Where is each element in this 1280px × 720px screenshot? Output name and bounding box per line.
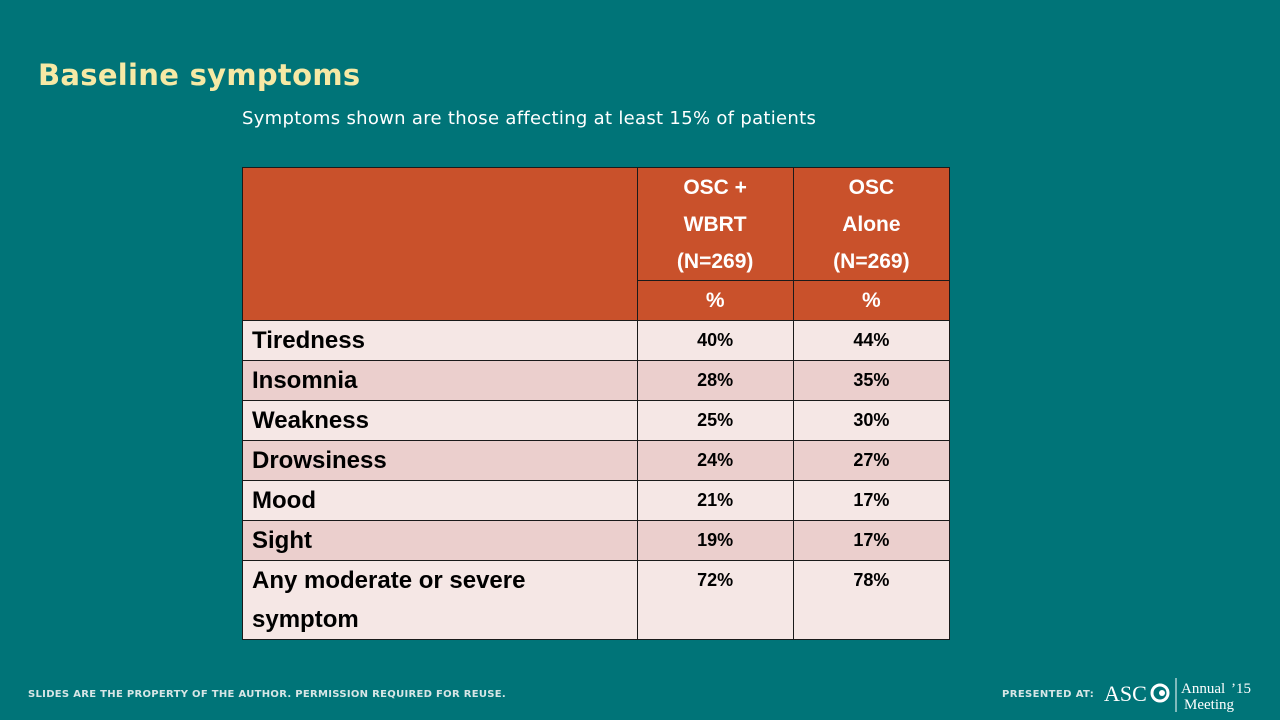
- cell-osc-wbrt: 24%: [636, 440, 794, 481]
- row-label: Insomnia: [242, 360, 638, 401]
- unit-header: %: [636, 280, 794, 321]
- table-row: Any moderate or severe symptom 72% 78%: [242, 560, 951, 640]
- cell-osc-wbrt: 25%: [636, 400, 794, 441]
- cell-osc-alone: 78%: [792, 560, 951, 640]
- column-header-line: OSC: [848, 175, 895, 199]
- cell-osc-alone: 35%: [792, 360, 951, 401]
- unit-header: %: [792, 280, 951, 321]
- column-header-line: Alone: [842, 212, 901, 236]
- asco-annual-meeting-logo: ASC Annual ’15 Meeting: [1104, 678, 1251, 713]
- row-label-line: symptom: [252, 606, 359, 633]
- footer-copyright: SLIDES ARE THE PROPERTY OF THE AUTHOR. P…: [28, 689, 507, 700]
- column-header-line: (N=269): [833, 249, 910, 273]
- row-label: Mood: [242, 480, 638, 521]
- svg-text:ASC: ASC: [1104, 681, 1147, 706]
- column-header-osc-wbrt: OSC + WBRT (N=269): [636, 167, 794, 281]
- row-label: Sight: [242, 520, 638, 561]
- table-header-row: OSC + WBRT (N=269) OSC Alone (N=269): [242, 167, 951, 321]
- table-row: Insomnia 28% 35%: [242, 360, 951, 401]
- cell-osc-alone: 17%: [792, 480, 951, 521]
- row-label: Any moderate or severe symptom: [242, 560, 638, 640]
- table-row: Mood 21% 17%: [242, 480, 951, 521]
- cell-osc-alone: 17%: [792, 520, 951, 561]
- column-header-osc-alone: OSC Alone (N=269): [792, 167, 951, 281]
- cell-osc-wbrt: 40%: [636, 320, 794, 361]
- slide-subtitle: Symptoms shown are those affecting at le…: [242, 108, 817, 129]
- row-label: Tiredness: [242, 320, 638, 361]
- column-header-line: WBRT: [683, 212, 747, 236]
- column-header-line: OSC +: [683, 175, 747, 199]
- cell-osc-alone: 44%: [792, 320, 951, 361]
- table-row: Tiredness 40% 44%: [242, 320, 951, 361]
- table-header-corner: [242, 167, 638, 321]
- cell-osc-wbrt: 28%: [636, 360, 794, 401]
- slide-title: Baseline symptoms: [38, 58, 361, 92]
- row-label: Weakness: [242, 400, 638, 441]
- table-row: Weakness 25% 30%: [242, 400, 951, 441]
- cell-osc-alone: 30%: [792, 400, 951, 441]
- svg-text:Annual: Annual: [1181, 681, 1225, 697]
- cell-osc-wbrt: 72%: [636, 560, 794, 640]
- table-units-row: % %: [243, 280, 951, 321]
- cell-osc-alone: 27%: [792, 440, 951, 481]
- column-header-line: (N=269): [676, 249, 754, 273]
- cell-osc-wbrt: 19%: [636, 520, 794, 561]
- row-label-line: Any moderate or severe: [252, 567, 526, 594]
- symptoms-table: OSC + WBRT (N=269) OSC Alone (N=269) % %…: [242, 167, 951, 640]
- svg-text:Meeting: Meeting: [1184, 697, 1234, 713]
- table-row: Sight 19% 17%: [242, 520, 951, 561]
- svg-text:’15: ’15: [1231, 681, 1251, 697]
- table-row: Drowsiness 24% 27%: [242, 440, 951, 481]
- cell-osc-wbrt: 21%: [636, 480, 794, 521]
- presented-at-label: PRESENTED AT:: [1002, 689, 1095, 700]
- row-label: Drowsiness: [242, 440, 638, 481]
